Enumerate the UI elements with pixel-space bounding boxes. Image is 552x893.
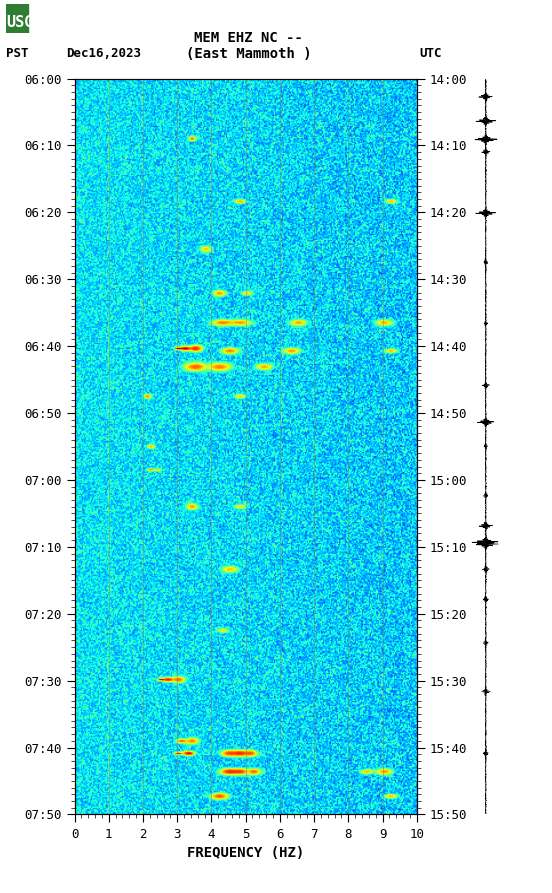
- Text: Dec16,2023: Dec16,2023: [66, 47, 141, 60]
- Text: (East Mammoth ): (East Mammoth ): [185, 46, 311, 61]
- Text: PST: PST: [6, 47, 28, 60]
- Text: UTC: UTC: [420, 47, 442, 60]
- X-axis label: FREQUENCY (HZ): FREQUENCY (HZ): [187, 847, 304, 860]
- Text: USGS: USGS: [7, 15, 43, 30]
- Bar: [6, 4, 28, 33]
- Text: MEM EHZ NC --: MEM EHZ NC --: [194, 30, 303, 45]
